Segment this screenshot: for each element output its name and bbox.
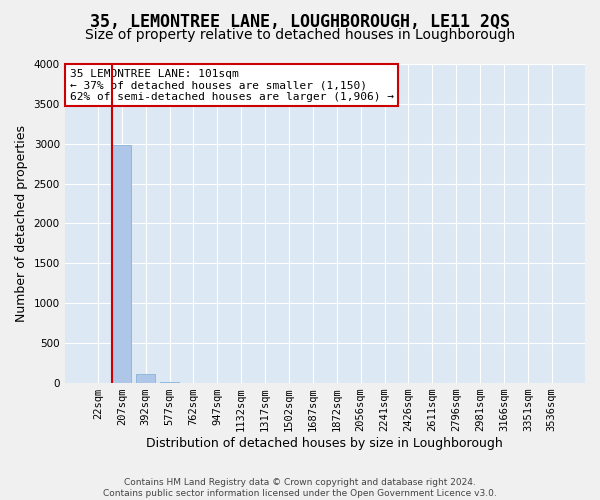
Y-axis label: Number of detached properties: Number of detached properties <box>15 125 28 322</box>
Text: 35 LEMONTREE LANE: 101sqm
← 37% of detached houses are smaller (1,150)
62% of se: 35 LEMONTREE LANE: 101sqm ← 37% of detac… <box>70 69 394 102</box>
Text: Contains HM Land Registry data © Crown copyright and database right 2024.
Contai: Contains HM Land Registry data © Crown c… <box>103 478 497 498</box>
Text: Size of property relative to detached houses in Loughborough: Size of property relative to detached ho… <box>85 28 515 42</box>
Bar <box>112 146 131 383</box>
Text: 35, LEMONTREE LANE, LOUGHBOROUGH, LE11 2QS: 35, LEMONTREE LANE, LOUGHBOROUGH, LE11 2… <box>90 12 510 30</box>
Bar <box>160 382 179 383</box>
Bar <box>136 374 155 383</box>
X-axis label: Distribution of detached houses by size in Loughborough: Distribution of detached houses by size … <box>146 437 503 450</box>
